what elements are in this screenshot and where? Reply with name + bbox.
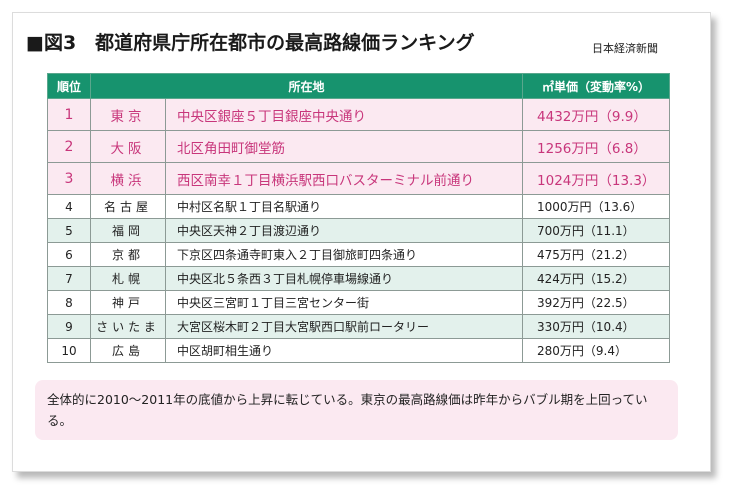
location-cell: 中村区名駅１丁目名駅通り	[164, 194, 524, 219]
table-row: 4 名古屋 中村区名駅１丁目名駅通り 1000万円（13.6）	[47, 194, 671, 219]
city-cell: 京都	[90, 242, 166, 267]
header-price: ㎡単価（変動率%）	[522, 73, 671, 99]
city-cell: 神戸	[90, 290, 166, 315]
rank-cell: 9	[47, 314, 91, 339]
location-cell: 西区南幸１丁目横浜駅西口バスターミナル前通り	[164, 162, 524, 195]
location-cell: 中央区銀座５丁目銀座中央通り	[164, 98, 524, 131]
price-cell: 280万円（9.4）	[522, 338, 671, 363]
price-cell: 700万円（11.1）	[522, 218, 671, 243]
price-cell: 424万円（15.2）	[522, 266, 671, 291]
location-cell: 中央区三宮町１丁目三宮センター街	[164, 290, 524, 315]
location-cell: 北区角田町御堂筋	[164, 130, 524, 163]
rank-cell: 5	[47, 218, 91, 243]
figure-title: ■図3 都道府県庁所在都市の最高路線価ランキング	[26, 32, 475, 54]
rank-cell: 6	[47, 242, 91, 267]
table-row: 2 大阪 北区角田町御堂筋 1256万円（6.8）	[47, 130, 671, 163]
rank-cell: 10	[47, 338, 91, 363]
rank-cell: 8	[47, 290, 91, 315]
summary-note-text: 全体的に2010～2011年の底値から上昇に転じている。東京の最高路線価は昨年か…	[47, 392, 648, 428]
city-cell: 横浜	[90, 162, 166, 195]
table-header-row: 順位 所在地 ㎡単価（変動率%）	[47, 73, 671, 99]
city-cell: 福岡	[90, 218, 166, 243]
rank-cell: 3	[47, 162, 91, 195]
table-row: 6 京都 下京区四条通寺町東入２丁目御旅町四条通り 475万円（21.2）	[47, 242, 671, 267]
city-cell: さいたま	[90, 314, 166, 339]
price-cell: 330万円（10.4）	[522, 314, 671, 339]
table-row: 1 東京 中央区銀座５丁目銀座中央通り 4432万円（9.9）	[47, 98, 671, 131]
table-row: 9 さいたま 大宮区桜木町２丁目大宮駅西口駅前ロータリー 330万円（10.4）	[47, 314, 671, 339]
rank-cell: 4	[47, 194, 91, 219]
price-cell: 1000万円（13.6）	[522, 194, 671, 219]
summary-note-box: 全体的に2010～2011年の底値から上昇に転じている。東京の最高路線価は昨年か…	[35, 380, 678, 440]
rank-cell: 1	[47, 98, 91, 131]
price-cell: 1024万円（13.3）	[522, 162, 671, 195]
location-cell: 大宮区桜木町２丁目大宮駅西口駅前ロータリー	[164, 314, 524, 339]
ranking-table: 順位 所在地 ㎡単価（変動率%） 1 東京 中央区銀座５丁目銀座中央通り 443…	[47, 73, 671, 363]
header-rank: 順位	[47, 73, 91, 99]
city-cell: 東京	[90, 98, 166, 131]
source-credit: 日本経済新聞	[592, 42, 658, 55]
table-row: 5 福岡 中央区天神２丁目渡辺通り 700万円（11.1）	[47, 218, 671, 243]
price-cell: 1256万円（6.8）	[522, 130, 671, 163]
price-cell: 392万円（22.5）	[522, 290, 671, 315]
table-row: 10 広島 中区胡町相生通り 280万円（9.4）	[47, 338, 671, 363]
rank-cell: 7	[47, 266, 91, 291]
location-cell: 中央区北５条西３丁目札幌停車場線通り	[164, 266, 524, 291]
rank-cell: 2	[47, 130, 91, 163]
city-cell: 大阪	[90, 130, 166, 163]
table-row: 3 横浜 西区南幸１丁目横浜駅西口バスターミナル前通り 1024万円（13.3）	[47, 162, 671, 195]
price-cell: 4432万円（9.9）	[522, 98, 671, 131]
location-cell: 下京区四条通寺町東入２丁目御旅町四条通り	[164, 242, 524, 267]
table-row: 8 神戸 中央区三宮町１丁目三宮センター街 392万円（22.5）	[47, 290, 671, 315]
city-cell: 広島	[90, 338, 166, 363]
header-location: 所在地	[89, 73, 524, 99]
price-cell: 475万円（21.2）	[522, 242, 671, 267]
location-cell: 中区胡町相生通り	[164, 338, 524, 363]
city-cell: 名古屋	[90, 194, 166, 219]
location-cell: 中央区天神２丁目渡辺通り	[164, 218, 524, 243]
city-cell: 札幌	[90, 266, 166, 291]
table-row: 7 札幌 中央区北５条西３丁目札幌停車場線通り 424万円（15.2）	[47, 266, 671, 291]
